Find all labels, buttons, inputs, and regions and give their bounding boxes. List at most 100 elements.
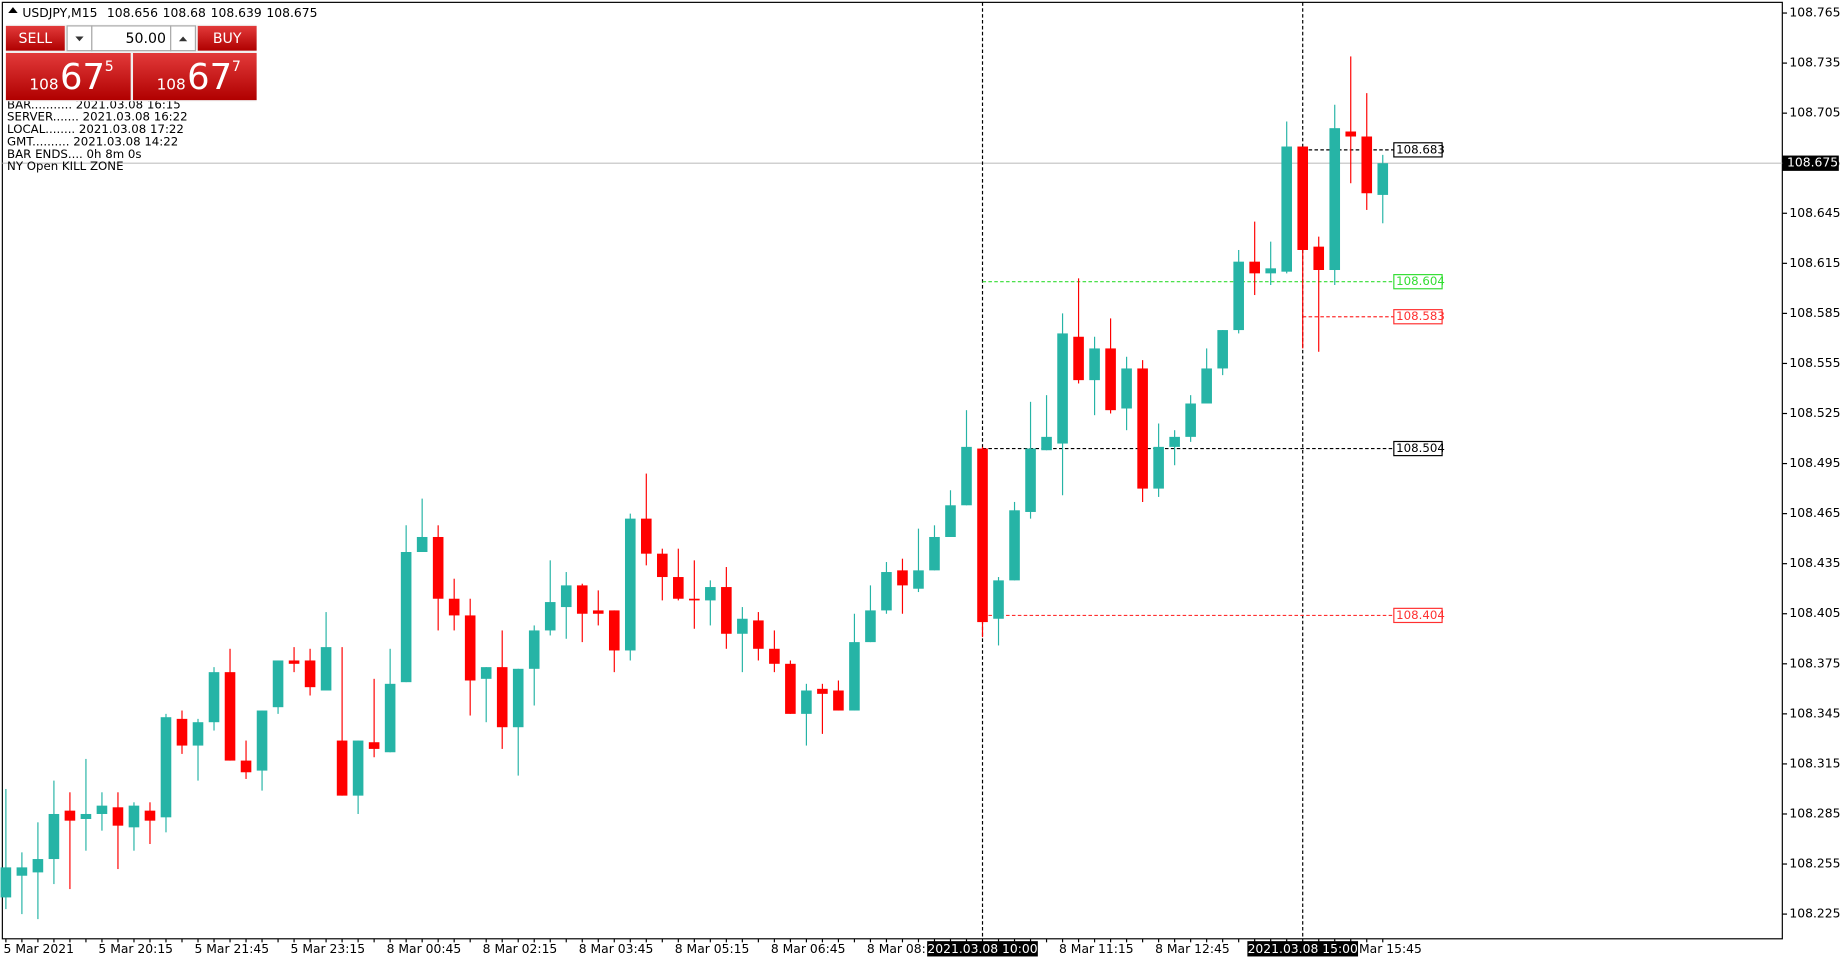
y-tick-label: 108.735 — [1789, 56, 1840, 70]
ask-small: 7 — [232, 59, 241, 75]
x-tick-label: 5 Mar 20:15 — [98, 942, 173, 956]
bid-box[interactable] — [5, 53, 131, 101]
up-arrow — [178, 36, 188, 42]
high: 108.68 — [163, 5, 206, 19]
candle-body — [624, 518, 636, 651]
candle-body — [1169, 436, 1180, 447]
candle-body — [64, 810, 76, 821]
info-line: BAR ENDS.... 0h 8m 0s — [7, 147, 141, 161]
level-label: 108.404 — [1396, 608, 1445, 622]
y-tick-label: 108.255 — [1789, 857, 1840, 871]
y-tick-label: 108.765 — [1789, 6, 1840, 20]
candle-body — [432, 536, 444, 599]
level-label: 108.683 — [1396, 142, 1445, 156]
info-line: SERVER....... 2021.03.08 16:22 — [7, 110, 188, 124]
trade-panel: SELL 50.00 BUY 108 67 5 108 67 7 — [5, 24, 257, 102]
y-tick-label: 108.645 — [1789, 206, 1840, 220]
y-tick-label: 108.315 — [1789, 756, 1840, 770]
x-tick-label: 8 Mar 15:45 — [1347, 942, 1422, 956]
candle-body — [993, 580, 1004, 619]
candle-body — [1281, 146, 1293, 272]
x-tick-label: 8 Mar 11:15 — [1059, 942, 1134, 956]
info-lines: BAR........... 2021.03.08 16:15 SERVER..… — [7, 97, 188, 173]
candle-body — [528, 630, 540, 669]
sell-label: SELL — [19, 31, 53, 47]
candle-body — [1233, 261, 1244, 331]
candle-body — [304, 660, 316, 688]
candle-body — [176, 718, 188, 746]
candle-body — [1009, 510, 1020, 581]
candle-body — [1361, 136, 1373, 194]
candle-body — [32, 859, 44, 873]
candle-body — [673, 577, 684, 599]
time-label-box — [1247, 941, 1359, 957]
candle-body — [785, 663, 796, 714]
candle-body — [1297, 146, 1309, 250]
candle-body — [897, 570, 908, 586]
candle-body — [1137, 368, 1148, 489]
buy-button[interactable] — [197, 25, 257, 51]
candle-body — [256, 710, 268, 771]
candle-body — [1329, 128, 1341, 271]
level-label-box — [1393, 274, 1443, 290]
x-tick-label: 8 Mar 02:15 — [483, 942, 558, 956]
candle-body — [240, 760, 252, 773]
volume-input[interactable] — [91, 25, 172, 52]
ask-box[interactable] — [133, 53, 257, 101]
candle-body — [368, 742, 380, 749]
candle-body — [1041, 436, 1052, 451]
x-tick-label: 8 Mar 08:15 — [867, 942, 942, 956]
candle-body — [1153, 446, 1164, 489]
candle-body — [1265, 268, 1276, 274]
candle-body — [272, 660, 284, 708]
ask-big: 108 — [157, 75, 186, 93]
candle-body — [769, 648, 780, 664]
volume: 50.00 — [126, 31, 166, 47]
current-price-label: 108.675 — [1787, 156, 1838, 170]
y-tick-label: 108.225 — [1789, 907, 1840, 921]
y-tick-label: 108.285 — [1789, 806, 1840, 820]
candle-body — [1185, 403, 1196, 437]
candle-body — [913, 570, 924, 589]
collapse-icon[interactable] — [8, 7, 18, 13]
current-price-box — [1782, 155, 1839, 171]
candle-body — [1025, 448, 1036, 512]
time-label: 2021.03.08 15:00 — [1248, 942, 1358, 956]
sell-button[interactable] — [5, 25, 65, 51]
bid-small: 5 — [105, 59, 114, 75]
x-tick-label: 8 Mar 06:45 — [771, 942, 846, 956]
level-label-box — [1393, 607, 1443, 624]
candle-body — [753, 620, 764, 649]
open: 108.656 — [107, 5, 158, 19]
x-tick-label: 8 Mar 12:45 — [1155, 942, 1230, 956]
candle-body — [1057, 333, 1068, 444]
info-line: NY Open KILL ZONE — [7, 159, 123, 173]
candle-body — [961, 446, 972, 506]
candle-body — [1201, 368, 1212, 404]
time-label: 2021.03.08 10:00 — [927, 942, 1037, 956]
y-tick-label: 108.615 — [1789, 256, 1840, 270]
candle-body — [208, 672, 220, 723]
candle-body — [1313, 246, 1325, 271]
overlay: USDJPY,M15 108.656 108.68 108.639 108.675 BA… — [5, 5, 318, 173]
level-label-box — [1393, 142, 1443, 158]
candle-body — [400, 552, 412, 683]
candle-body — [849, 642, 860, 711]
candle-body — [544, 602, 556, 631]
y-tick-label: 108.585 — [1789, 306, 1840, 320]
x-tick-label: 5 Mar 21:45 — [194, 942, 269, 956]
candle-body — [592, 610, 604, 614]
plot-frame — [1, 1, 1783, 940]
candle-body — [1105, 348, 1116, 411]
candle-body — [721, 587, 732, 634]
candle-body — [657, 553, 668, 578]
level-label: 108.604 — [1396, 274, 1445, 288]
ask-mid: 67 — [187, 57, 232, 98]
y-tick-label: 108.525 — [1789, 406, 1840, 420]
x-tick-label: 5 Mar 2021 — [4, 942, 74, 956]
x-tick-label: 8 Mar 00:45 — [387, 942, 462, 956]
candle-body — [48, 813, 60, 860]
y-tick-label: 108.465 — [1789, 506, 1840, 520]
time-label-box — [927, 941, 1038, 957]
close: 108.675 — [266, 5, 317, 19]
